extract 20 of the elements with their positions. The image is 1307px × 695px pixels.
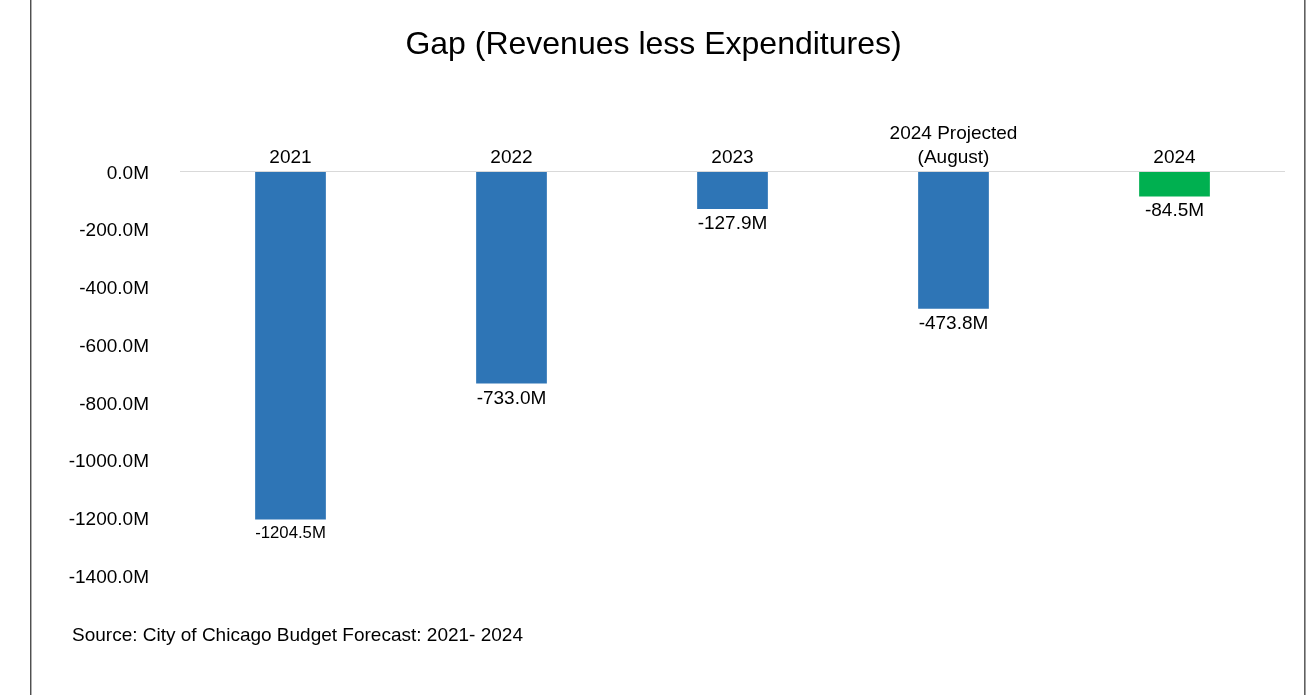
x-tick-label: 2024	[1153, 146, 1197, 168]
y-tick-label: -1000.0M	[68, 450, 149, 472]
data-label: -1204.5M	[255, 522, 326, 542]
y-tick-label: -600.0M	[79, 334, 149, 356]
data-label: -473.8M	[918, 311, 989, 333]
chart-title: Gap (Revenues less Expenditures)	[405, 24, 902, 61]
x-tick-label: 2022	[490, 146, 533, 168]
y-tick-label: 0.0M	[106, 161, 149, 183]
y-tick-label: -800.0M	[79, 392, 149, 414]
x-tick-label: 2024 Projected (August)	[889, 121, 1018, 168]
data-label: -127.9M	[697, 211, 768, 233]
data-label: -733.0M	[476, 386, 547, 408]
y-tick-label: -1400.0M	[68, 565, 149, 587]
source-note: Source: City of Chicago Budget Forecast: 2021- 2024	[72, 624, 524, 645]
y-tick-label: -400.0M	[79, 277, 149, 299]
y-tick-label: -200.0M	[79, 219, 149, 241]
x-tick-label: 2021	[269, 146, 312, 168]
y-tick-label: -1200.0M	[68, 507, 149, 529]
x-tick-label: 2023	[711, 146, 754, 168]
data-label: -84.5M	[1144, 199, 1205, 221]
